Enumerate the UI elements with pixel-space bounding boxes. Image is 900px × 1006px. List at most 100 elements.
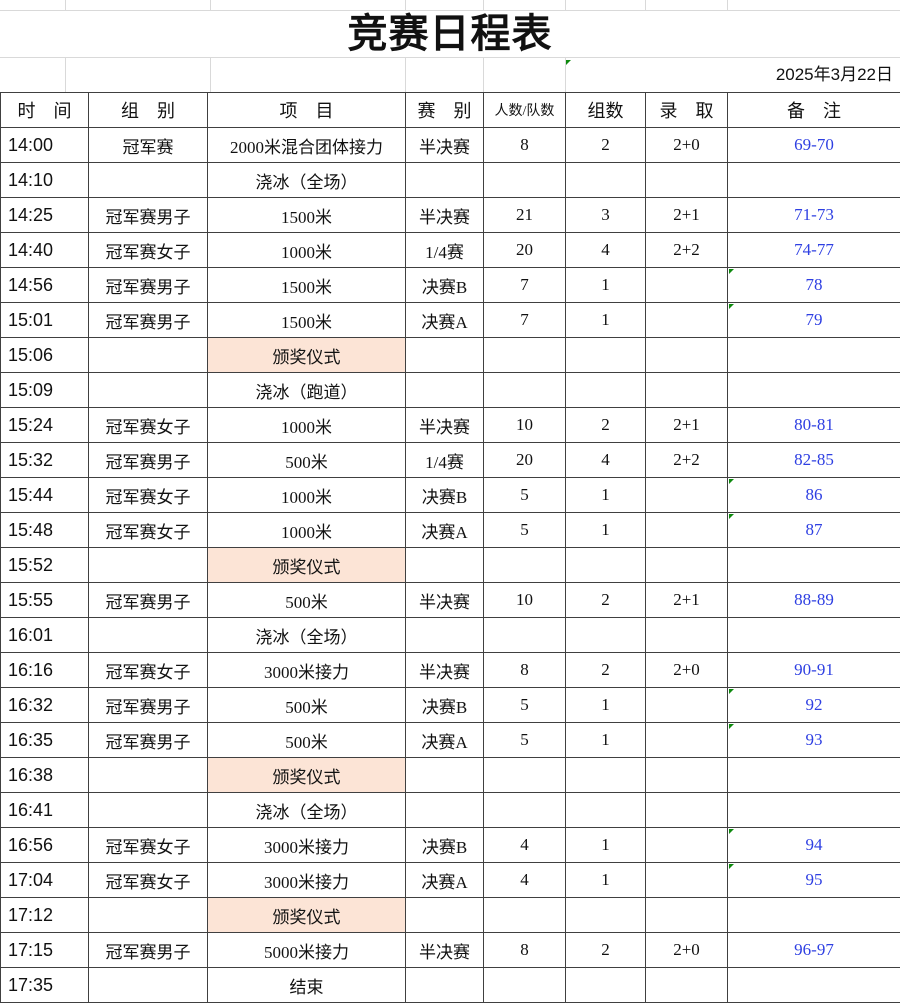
col-header-admit[interactable]: 录 取	[645, 92, 728, 128]
heats-cell[interactable]: 1	[565, 862, 646, 898]
remark-cell[interactable]: 96-97	[727, 932, 900, 968]
group-cell[interactable]: 冠军赛男子	[88, 267, 208, 303]
group-cell[interactable]	[88, 372, 208, 408]
race-type-cell[interactable]	[405, 162, 484, 198]
admit-cell[interactable]	[645, 162, 728, 198]
remark-cell[interactable]: 82-85	[727, 442, 900, 478]
remark-cell[interactable]	[727, 372, 900, 408]
col-header-heats[interactable]: 组数	[565, 92, 646, 128]
event-cell[interactable]: 500米	[207, 722, 406, 758]
heats-cell[interactable]: 4	[565, 442, 646, 478]
heats-cell[interactable]	[565, 162, 646, 198]
group-cell[interactable]	[88, 547, 208, 583]
admit-cell[interactable]	[645, 722, 728, 758]
col-header-count[interactable]: 人数/队数	[483, 92, 566, 128]
time-cell[interactable]: 17:12	[0, 897, 89, 933]
admit-cell[interactable]: 2+2	[645, 442, 728, 478]
group-cell[interactable]	[88, 757, 208, 793]
count-cell[interactable]: 4	[483, 827, 566, 863]
race-type-cell[interactable]	[405, 617, 484, 653]
count-cell[interactable]: 7	[483, 302, 566, 338]
count-cell[interactable]	[483, 547, 566, 583]
time-cell[interactable]: 16:41	[0, 792, 89, 828]
admit-cell[interactable]: 2+1	[645, 407, 728, 443]
heats-cell[interactable]: 4	[565, 232, 646, 268]
event-cell[interactable]: 3000米接力	[207, 862, 406, 898]
race-type-cell[interactable]: 半决赛	[405, 127, 484, 163]
race-type-cell[interactable]: 决赛A	[405, 862, 484, 898]
time-cell[interactable]: 15:52	[0, 547, 89, 583]
group-cell[interactable]	[88, 897, 208, 933]
event-cell[interactable]: 3000米接力	[207, 827, 406, 863]
event-cell[interactable]: 5000米接力	[207, 932, 406, 968]
event-cell[interactable]: 浇冰（全场）	[207, 162, 406, 198]
race-type-cell[interactable]: 半决赛	[405, 197, 484, 233]
time-cell[interactable]: 17:35	[0, 967, 89, 1003]
group-cell[interactable]: 冠军赛女子	[88, 827, 208, 863]
event-cell[interactable]: 颁奖仪式	[207, 897, 406, 933]
count-cell[interactable]	[483, 372, 566, 408]
race-type-cell[interactable]	[405, 897, 484, 933]
heats-cell[interactable]: 1	[565, 267, 646, 303]
event-cell[interactable]: 浇冰（跑道）	[207, 372, 406, 408]
group-cell[interactable]: 冠军赛女子	[88, 652, 208, 688]
group-cell[interactable]: 冠军赛女子	[88, 862, 208, 898]
race-type-cell[interactable]	[405, 372, 484, 408]
event-cell[interactable]: 500米	[207, 442, 406, 478]
heats-cell[interactable]: 1	[565, 302, 646, 338]
event-cell[interactable]: 1500米	[207, 197, 406, 233]
count-cell[interactable]	[483, 337, 566, 373]
heats-cell[interactable]	[565, 792, 646, 828]
event-cell[interactable]: 浇冰（全场）	[207, 617, 406, 653]
col-header-race-type[interactable]: 赛 别	[405, 92, 484, 128]
admit-cell[interactable]	[645, 512, 728, 548]
group-cell[interactable]: 冠军赛女子	[88, 512, 208, 548]
event-cell[interactable]: 1000米	[207, 232, 406, 268]
group-cell[interactable]	[88, 162, 208, 198]
group-cell[interactable]: 冠军赛男子	[88, 687, 208, 723]
heats-cell[interactable]	[565, 337, 646, 373]
admit-cell[interactable]	[645, 897, 728, 933]
col-header-group[interactable]: 组 别	[88, 92, 208, 128]
time-cell[interactable]: 14:25	[0, 197, 89, 233]
race-type-cell[interactable]	[405, 547, 484, 583]
group-cell[interactable]: 冠军赛男子	[88, 722, 208, 758]
count-cell[interactable]	[483, 792, 566, 828]
time-cell[interactable]: 16:01	[0, 617, 89, 653]
admit-cell[interactable]	[645, 827, 728, 863]
admit-cell[interactable]	[645, 337, 728, 373]
col-header-event[interactable]: 项 目	[207, 92, 406, 128]
heats-cell[interactable]: 1	[565, 477, 646, 513]
count-cell[interactable]: 5	[483, 687, 566, 723]
time-cell[interactable]: 15:06	[0, 337, 89, 373]
time-cell[interactable]: 16:16	[0, 652, 89, 688]
heats-cell[interactable]	[565, 757, 646, 793]
group-cell[interactable]: 冠军赛女子	[88, 232, 208, 268]
event-cell[interactable]: 1500米	[207, 302, 406, 338]
remark-cell[interactable]	[727, 967, 900, 1003]
event-cell[interactable]: 颁奖仪式	[207, 547, 406, 583]
remark-cell[interactable]: 92	[727, 687, 900, 723]
count-cell[interactable]: 20	[483, 232, 566, 268]
admit-cell[interactable]	[645, 967, 728, 1003]
time-cell[interactable]: 16:56	[0, 827, 89, 863]
heats-cell[interactable]: 2	[565, 582, 646, 618]
count-cell[interactable]: 5	[483, 722, 566, 758]
admit-cell[interactable]: 2+0	[645, 127, 728, 163]
heats-cell[interactable]: 2	[565, 407, 646, 443]
race-type-cell[interactable]: 决赛B	[405, 687, 484, 723]
time-cell[interactable]: 17:04	[0, 862, 89, 898]
remark-cell[interactable]: 78	[727, 267, 900, 303]
race-type-cell[interactable]	[405, 757, 484, 793]
time-cell[interactable]: 15:09	[0, 372, 89, 408]
count-cell[interactable]: 4	[483, 862, 566, 898]
time-cell[interactable]: 16:38	[0, 757, 89, 793]
race-type-cell[interactable]: 决赛A	[405, 512, 484, 548]
race-type-cell[interactable]: 半决赛	[405, 407, 484, 443]
time-cell[interactable]: 14:10	[0, 162, 89, 198]
remark-cell[interactable]: 95	[727, 862, 900, 898]
group-cell[interactable]	[88, 337, 208, 373]
count-cell[interactable]: 10	[483, 407, 566, 443]
heats-cell[interactable]	[565, 967, 646, 1003]
count-cell[interactable]	[483, 897, 566, 933]
